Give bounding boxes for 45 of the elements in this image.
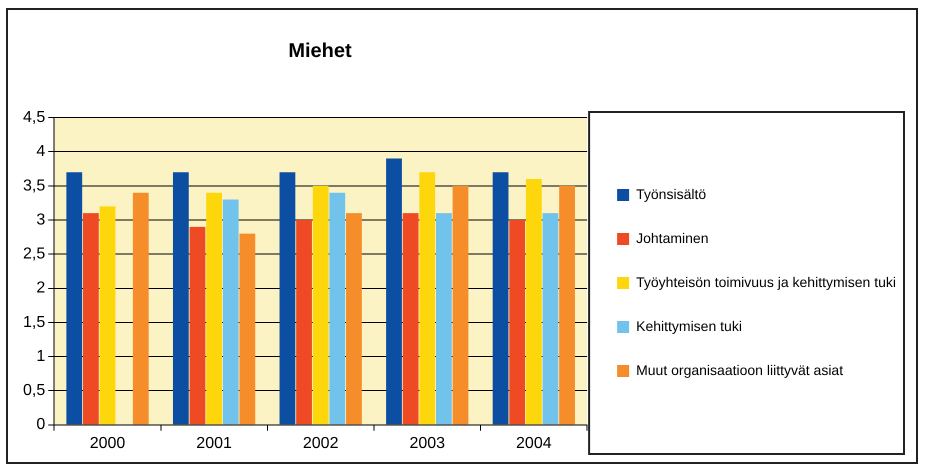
y-tick-label: 4 (36, 143, 46, 160)
bar (526, 179, 542, 424)
legend-label: Työnsisältö (636, 186, 706, 202)
legend-label: Johtaminen (636, 230, 708, 246)
legend-label: Muut organisaatioon liittyvät asiat (636, 362, 844, 378)
y-tick-label: 3,5 (22, 177, 46, 194)
bar (329, 192, 346, 424)
bar (296, 220, 312, 424)
bar (542, 213, 558, 424)
x-tick-label: 2003 (409, 434, 446, 452)
bar (346, 213, 362, 424)
legend-label: Kehittymisen tuki (636, 318, 742, 334)
bar (509, 220, 526, 424)
bar (83, 213, 99, 424)
y-tick-label: 2,5 (22, 246, 46, 263)
bar (312, 186, 329, 424)
x-tick-label: 2004 (516, 434, 552, 452)
bar (492, 172, 508, 424)
bar (452, 186, 468, 424)
y-tick-label: 1,5 (22, 314, 46, 331)
bar (66, 172, 82, 424)
x-tick-label: 2000 (90, 434, 126, 452)
bar (386, 158, 402, 424)
bar (436, 213, 452, 424)
legend-label: Työyhteisön toimivuus ja kehittymisen tuki (636, 274, 896, 290)
bar (419, 172, 436, 424)
y-tick-label: 2 (36, 280, 46, 297)
bar (222, 200, 239, 424)
y-tick-label: 4,5 (22, 109, 46, 126)
y-tick-label: 0,5 (22, 382, 46, 400)
bar (190, 226, 206, 424)
x-tick-label: 2002 (302, 434, 339, 452)
bar (402, 213, 419, 424)
y-tick-label: 0 (36, 416, 46, 434)
bar (239, 234, 256, 424)
x-tick-label: 2001 (196, 434, 232, 452)
chart-title: Miehet (287, 40, 353, 63)
bar (559, 186, 575, 424)
bar (172, 172, 189, 424)
y-tick-label: 3 (36, 211, 46, 228)
bar (132, 192, 149, 424)
bar (206, 192, 222, 424)
bar (100, 206, 116, 424)
bar (280, 172, 296, 424)
y-tick-label: 1 (36, 348, 46, 365)
